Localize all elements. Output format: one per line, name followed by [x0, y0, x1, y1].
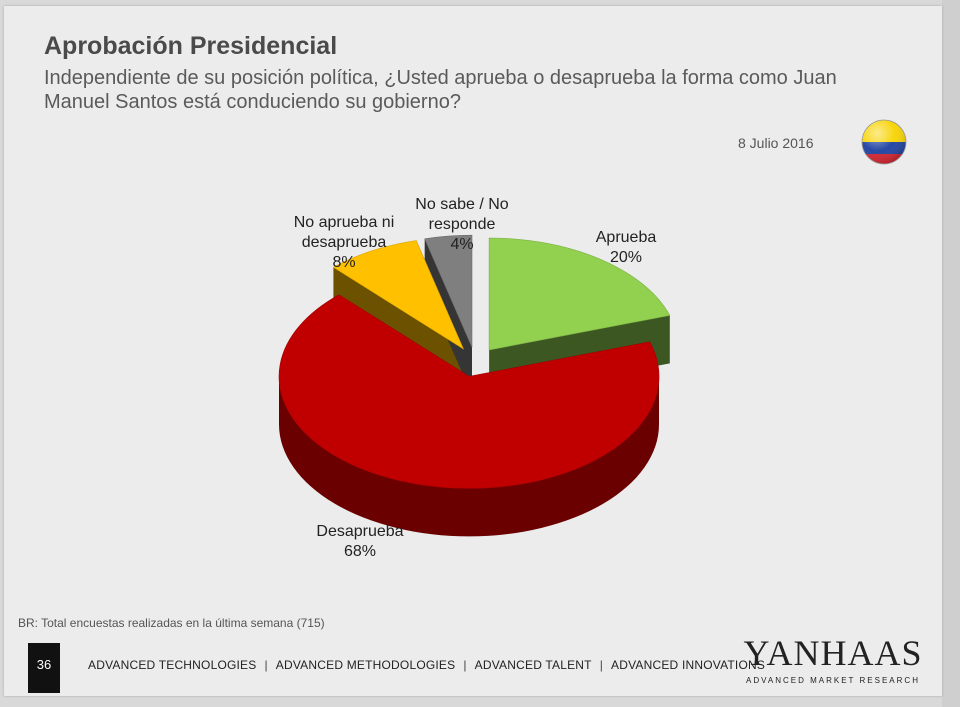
footer-item: ADVANCED METHODOLOGIES — [275, 658, 456, 672]
survey-question: Independiente de su posición política, ¿… — [44, 67, 837, 113]
slide — [4, 6, 942, 696]
pie-label: Aprueba 20% — [596, 229, 657, 266]
pie-wall — [279, 376, 659, 537]
footer-separator: | — [264, 658, 268, 672]
pie-slice — [488, 237, 671, 351]
footer-separator: | — [599, 658, 604, 672]
pie-label: No sabe / No responde 4% — [415, 196, 508, 253]
page-title: Aprobación Presidencial — [44, 32, 338, 60]
brand-tagline: ADVANCED MARKET RESEARCH — [746, 676, 920, 685]
pie-label: No aprueba ni desaprueba 8% — [294, 214, 395, 271]
footer-tagline: ADVANCED TECHNOLOGIES | ADVANCED METHODOLO… — [88, 658, 765, 672]
brand-logo: YANHAAS ADVANCED MARKET RESEARCH — [740, 632, 930, 692]
footer-separator: | — [463, 658, 467, 672]
page-number: 36 — [28, 643, 60, 693]
colombia-flag-icon — [861, 119, 907, 165]
approval-pie-chart: Aprueba 20% Desaprueba 68% No aprueba ni desa… — [278, 196, 671, 560]
footer-item: ADVANCED TALENT — [474, 658, 592, 672]
footer-item: ADVANCED INNOVATIONS — [611, 658, 766, 672]
pie-slice — [332, 240, 465, 350]
footer-item: ADVANCED TECHNOLOGIES — [88, 658, 257, 672]
pie-label: Desaprueba 68% — [316, 523, 403, 560]
sample-footnote: BR: Total encuestas realizadas en la últ… — [18, 616, 325, 630]
pie-slice — [278, 294, 660, 489]
survey-date: 8 Julio 2016 — [738, 135, 814, 151]
brand-name: YANHAAS — [743, 633, 923, 673]
pie-slice — [424, 234, 473, 348]
right-edge-band — [942, 0, 960, 707]
